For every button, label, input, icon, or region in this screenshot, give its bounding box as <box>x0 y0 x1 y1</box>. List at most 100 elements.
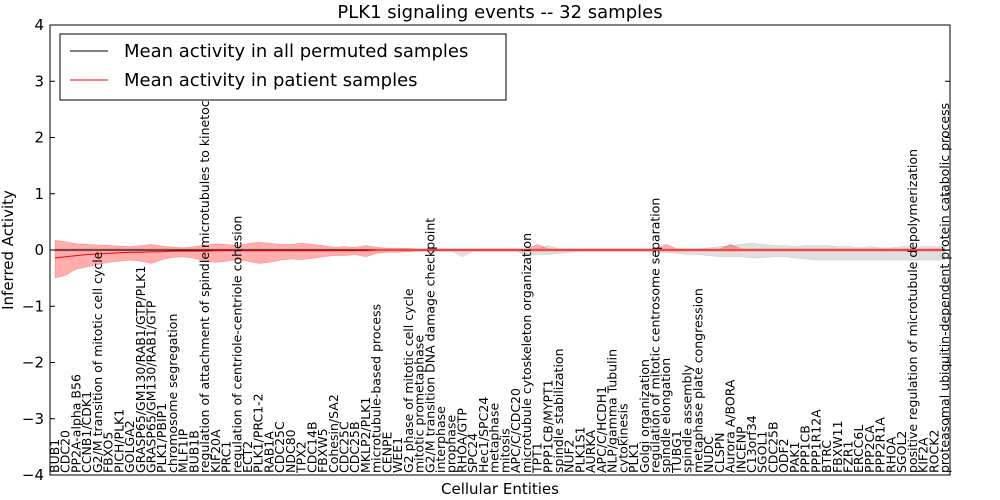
category-label: FZR1 <box>841 441 856 473</box>
y-tick-label: 0 <box>34 241 44 259</box>
category-label: PPP2CA <box>862 425 877 473</box>
category-label: AURKA <box>583 430 598 473</box>
category-label: CDC14B <box>304 421 319 473</box>
line-patient <box>54 249 945 259</box>
category-label: microtubule-based process <box>369 304 384 473</box>
y-tick-label: −4 <box>22 466 44 484</box>
y-tick-label: −2 <box>22 354 44 372</box>
category-label: MLF1IP <box>176 428 191 473</box>
category-label: G2 phase of mitotic cell cycle <box>401 288 416 473</box>
category-label: ERCC6L <box>851 425 866 473</box>
category-label: cytokinesis <box>615 403 630 473</box>
category-label: PLK1 <box>626 442 641 473</box>
category-label: SGOL2 <box>894 431 909 473</box>
category-label: CDC20 <box>58 430 73 473</box>
legend-label-permuted: Mean activity in all permuted samples <box>124 41 468 62</box>
category-label: TPT1 <box>530 442 545 474</box>
category-label: CENPE <box>379 431 394 473</box>
category-label: metaphase <box>487 403 502 473</box>
y-tick-label: 4 <box>34 16 44 34</box>
category-label: proteasomal ubiquitin-dependent protein … <box>937 103 952 473</box>
y-tick-label: −3 <box>22 410 44 428</box>
y-tick-label: −1 <box>22 297 44 315</box>
category-label: CDC25C <box>272 421 287 473</box>
category-label: Aurora A/BORA <box>723 379 738 473</box>
category-label: SPC24 <box>465 433 480 473</box>
category-label: NLP/gamma Tubulin <box>605 349 620 473</box>
category-label: spindle stabilization <box>551 348 566 473</box>
y-tick-label: 1 <box>34 185 44 203</box>
category-label: Cohesin/SA2 <box>326 394 341 473</box>
category-label: CLSPN <box>712 432 727 473</box>
category-label: PPP1CB <box>798 425 813 473</box>
category-label: NDC80 <box>283 429 298 473</box>
category-label: spindle elongation <box>658 358 673 473</box>
category-label: APC/C/CDC20 <box>508 388 523 473</box>
category-label: microtubule cytoskeleton organization <box>519 233 534 473</box>
category-label: interphase <box>433 406 448 473</box>
confidence-bands <box>54 240 946 279</box>
category-label: G2/M transition DNA damage checkpoint <box>422 218 437 473</box>
category-label: MKLP2/PLK1 <box>358 397 373 473</box>
category-label: PLK1/PBIP1 <box>154 403 169 473</box>
category-label: TPX2 <box>294 441 309 474</box>
category-label: positive regulation of microtubule depol… <box>905 149 920 473</box>
category-label: PICH/PLK1 <box>111 409 126 473</box>
category-label: Hec1/SPC24 <box>476 397 491 473</box>
category-label: PPP1R12A <box>808 409 823 473</box>
category-label: mitosis <box>497 428 512 473</box>
x-axis-label: Cellular Entities <box>441 480 559 498</box>
category-label: CDC25C <box>337 421 352 473</box>
category-label: ODF2 <box>776 438 791 473</box>
category-label: TUBG1 <box>669 430 684 474</box>
category-label: prophase <box>444 415 459 473</box>
y-axis-label: Inferred Activity <box>0 190 17 310</box>
category-label: NUF2 <box>562 439 577 473</box>
category-label: GRASP65/GM130/RAB1/GTP/PLK1 <box>133 266 148 473</box>
category-label: regulation of attachment of spindle micr… <box>197 72 212 473</box>
category-label: CCNB1/CDK1 <box>79 391 94 473</box>
y-tick-label: 3 <box>34 72 44 90</box>
category-label: G2/M transition of mitotic cell cycle <box>90 251 105 473</box>
category-label: CDC25B <box>347 421 362 473</box>
category-label: regulation of mitotic centrosome separat… <box>648 198 663 473</box>
legend-label-patient: Mean activity in patient samples <box>124 70 418 91</box>
category-label: CDC25B <box>765 421 780 473</box>
category-label: RAB1A <box>262 431 277 473</box>
category-label: PLK1S1 <box>572 426 587 473</box>
category-label: spindle assembly <box>680 364 695 473</box>
legend-box <box>59 33 507 101</box>
category-label: FBXW5 <box>315 428 330 473</box>
category-label: C13orf34 <box>744 415 759 473</box>
category-label: KIF20A <box>208 429 223 473</box>
category-label: GOLGA2 <box>122 420 137 473</box>
category-label: PAK1 <box>787 442 802 473</box>
category-label: PLK1/PRC1-2 <box>251 393 266 473</box>
category-label: PPP2R1A <box>873 417 888 473</box>
category-label: NUDC <box>701 436 716 473</box>
category-label: Golgi organization <box>637 359 652 473</box>
category-label: PRC1 <box>219 441 234 473</box>
category-label: chromosome segregation <box>165 314 180 473</box>
legend: Mean activity in all permuted samples Me… <box>59 33 507 101</box>
category-label: BUB1 <box>47 439 62 473</box>
category-label: mitotic prometaphase <box>412 335 427 473</box>
chart-title: PLK1 signaling events -- 32 samples <box>337 2 662 23</box>
category-label: KIF2A <box>916 437 931 473</box>
y-tick-label: 2 <box>34 129 44 147</box>
category-label: BTRC <box>819 440 834 473</box>
category-label: INCENP <box>733 426 748 473</box>
category-label: metaphase plate congression <box>690 288 705 473</box>
category-label: PP2A-alpha B56 <box>68 374 83 473</box>
category-label: WEE1 <box>390 437 405 473</box>
category-label: RHOA/GTP <box>455 408 470 473</box>
category-label: RHOA <box>883 436 898 473</box>
category-label: ECT2 <box>240 441 255 473</box>
category-label: regulation of centriole-centriole cohesi… <box>229 216 244 473</box>
category-label: PPP1CB/MYPT1 <box>540 379 555 473</box>
category-label: GRASP65/GM130/RAB1/GTP <box>144 300 159 473</box>
category-label: FBXW11 <box>830 420 845 473</box>
category-label: SGOL1 <box>755 431 770 473</box>
